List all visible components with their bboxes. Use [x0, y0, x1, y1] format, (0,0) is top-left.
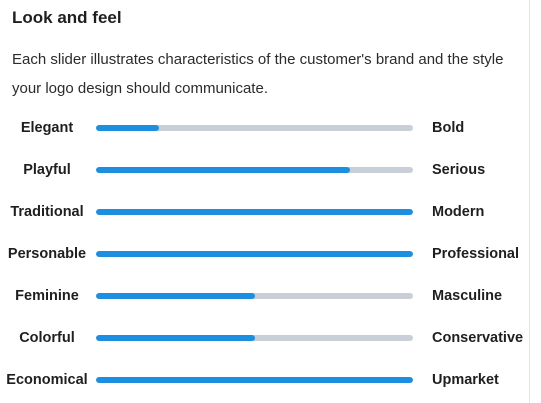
slider-right-label: Professional [432, 246, 520, 262]
slider-row-elegant-bold: Elegant Bold [0, 107, 541, 149]
slider-track [96, 209, 413, 215]
section-description: Each slider illustrates characteristics … [12, 51, 504, 97]
slider-left-label: Colorful [19, 330, 75, 346]
section-title: Look and feel [12, 8, 122, 27]
slider-right-label: Serious [432, 162, 486, 178]
slider-row-economical-upmarket: Economical Upmarket [0, 359, 541, 401]
slider-track [96, 125, 413, 131]
slider-row-playful-serious: Playful Serious [0, 149, 541, 191]
slider-right-label: Upmarket [432, 372, 499, 388]
slider-row-colorful-conservative: Colorful Conservative [0, 317, 541, 359]
slider-right-label: Modern [432, 204, 485, 220]
slider-row-traditional-modern: Traditional Modern [0, 191, 541, 233]
slider-row-feminine-masculine: Feminine Masculine [0, 275, 541, 317]
slider-left-label: Elegant [20, 120, 74, 136]
slider-fill [96, 293, 255, 299]
slider-left-label: Playful [23, 162, 71, 178]
slider-left-label: Traditional [10, 204, 84, 220]
slider-left-label: Personable [7, 246, 87, 262]
slider-row-personable-professional: Personable Professional [0, 233, 541, 275]
slider-fill [96, 377, 413, 383]
panel-divider [529, 0, 530, 403]
slider-track [96, 377, 413, 383]
slider-track [96, 251, 413, 257]
slider-track [96, 293, 413, 299]
slider-fill [96, 167, 350, 173]
slider-left-label: Economical [6, 372, 88, 388]
slider-right-label: Masculine [432, 288, 503, 304]
slider-right-label: Bold [432, 120, 465, 136]
slider-fill [96, 251, 413, 257]
slider-fill [96, 335, 255, 341]
slider-track [96, 335, 413, 341]
slider-left-label: Feminine [15, 288, 79, 304]
slider-fill [96, 125, 159, 131]
slider-right-label: Conservative [432, 330, 524, 346]
slider-track [96, 167, 413, 173]
slider-fill [96, 209, 413, 215]
